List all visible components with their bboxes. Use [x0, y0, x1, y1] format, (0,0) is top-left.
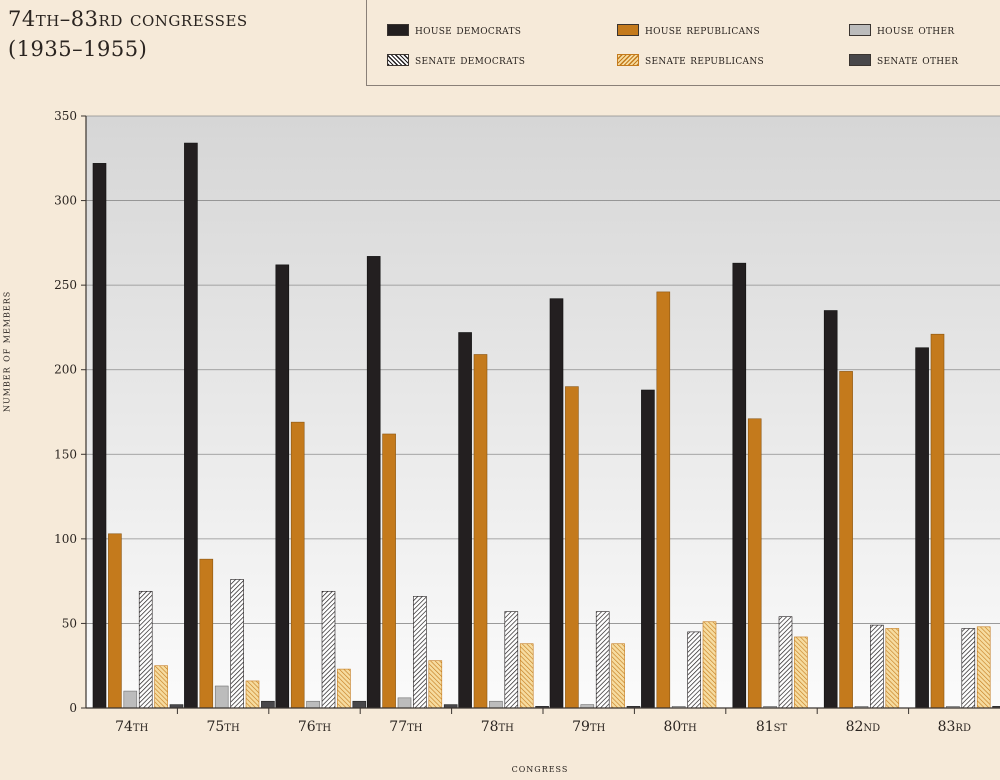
bar-house-democrats-77th — [366, 256, 381, 709]
x-tick-label: 76th — [298, 719, 331, 735]
bar-house-republicans-76th — [290, 421, 305, 709]
bar-senate-democrats-81st — [778, 616, 793, 709]
bar-senate-democrats-77th — [413, 596, 427, 709]
bar-senate-republicans-83rd — [976, 626, 991, 709]
plot-background — [86, 116, 1000, 708]
bar-house-democrats-76th — [275, 264, 290, 709]
bar-house-democrats-75th — [184, 142, 198, 709]
bar-house-republicans-83rd — [930, 333, 945, 709]
bar-senate-republicans-76th — [337, 668, 351, 709]
y-tick-label: 300 — [54, 194, 77, 208]
bar-senate-democrats-76th — [321, 590, 336, 709]
bar-house-other-75th — [214, 685, 229, 709]
legend-swatch-house-other — [849, 23, 871, 36]
legend-swatch-senate-democrats — [387, 53, 409, 66]
bar-house-republicans-82nd — [839, 371, 853, 709]
bar-house-democrats-83rd — [915, 347, 929, 709]
bar-senate-democrats-80th — [687, 631, 701, 709]
bar-senate-democrats-82nd — [870, 624, 884, 709]
legend-label: senate democrats — [415, 52, 526, 67]
legend-item-senate-other: senate other — [849, 52, 958, 67]
legend-swatch-senate-other — [849, 53, 871, 66]
bar-house-democrats-78th — [458, 332, 472, 709]
legend-item-senate-democrats: senate democrats — [387, 52, 525, 67]
legend-label: house democrats — [415, 22, 522, 37]
x-tick-label: 79th — [572, 719, 605, 735]
y-tick-label: 100 — [54, 532, 77, 546]
bar-house-republicans-78th — [473, 354, 488, 709]
legend-swatch-house-republicans — [617, 23, 639, 36]
y-tick-label: 250 — [54, 278, 77, 292]
bar-house-republicans-75th — [199, 558, 214, 709]
bar-house-democrats-79th — [549, 298, 564, 709]
bar-house-other-77th — [397, 697, 412, 709]
x-tick-label: 80th — [663, 719, 696, 735]
legend-label: senate other — [877, 52, 959, 67]
bar-house-republicans-79th — [565, 386, 579, 709]
bar-senate-democrats-78th — [504, 611, 519, 709]
x-tick-label: 82nd — [846, 719, 881, 735]
chart-title-line-1: 74th–83rd congresses — [8, 7, 248, 31]
x-axis-label: congress — [511, 762, 569, 775]
bar-senate-other-75th — [261, 700, 275, 709]
bars — [92, 142, 1000, 709]
bar-house-democrats-74th — [92, 163, 107, 709]
chart-title: 74th–83rd congresses (1935–1955) — [8, 4, 248, 64]
y-tick-label: 150 — [54, 447, 77, 461]
bar-senate-republicans-81st — [794, 636, 808, 709]
legend-label: house other — [877, 22, 955, 37]
bar-house-republicans-77th — [382, 433, 396, 709]
y-tick-label: 350 — [54, 109, 77, 123]
x-tick-label: 81st — [756, 719, 788, 735]
y-axis-label: number of members — [0, 290, 13, 412]
legend-item-senate-republicans: senate republicans — [617, 52, 764, 67]
bar-senate-republicans-80th — [702, 621, 717, 709]
bar-house-democrats-81st — [732, 262, 747, 709]
bar-house-republicans-74th — [108, 533, 122, 709]
bar-house-democrats-82nd — [823, 310, 838, 709]
legend-swatch-senate-republicans — [617, 53, 639, 66]
x-tick-label: 83rd — [938, 719, 971, 735]
legend-swatch-house-democrats — [387, 23, 409, 36]
y-tick-label: 50 — [62, 616, 77, 630]
bar-house-other-76th — [306, 700, 320, 709]
bar-senate-democrats-83rd — [961, 628, 976, 709]
bar-house-other-74th — [123, 690, 138, 709]
y-tick-label: 0 — [69, 701, 77, 715]
bar-senate-republicans-74th — [154, 665, 168, 709]
bar-senate-democrats-79th — [595, 611, 610, 709]
x-tick-label: 74th — [115, 719, 148, 735]
legend-label: senate republicans — [645, 52, 764, 67]
bar-senate-democrats-74th — [138, 590, 153, 709]
bar-house-republicans-81st — [747, 418, 762, 709]
bar-senate-democrats-75th — [230, 579, 244, 709]
bar-senate-republicans-79th — [611, 643, 625, 709]
legend-label: house republicans — [645, 22, 761, 37]
bar-senate-republicans-77th — [428, 660, 443, 709]
bar-senate-republicans-75th — [245, 680, 260, 709]
bar-senate-republicans-78th — [519, 643, 534, 709]
bar-senate-other-76th — [352, 700, 367, 709]
legend-item-house-other: house other — [849, 22, 954, 37]
legend-item-house-democrats: house democrats — [387, 22, 521, 37]
bar-senate-republicans-82nd — [885, 628, 900, 709]
chart-title-line-2: (1935–1955) — [8, 37, 148, 61]
x-tick-label: 75th — [206, 719, 239, 735]
bar-house-republicans-80th — [656, 291, 671, 709]
x-tick-label: 77th — [389, 719, 422, 735]
x-tick-label: 78th — [481, 719, 514, 735]
axes: 0 50 100 150 200 250 300 350 74th 75th 76th 77th 78t… — [54, 109, 1000, 735]
bar-house-other-78th — [489, 700, 503, 709]
y-tick-label: 200 — [54, 363, 77, 377]
legend: house democrats house republicans house … — [366, 0, 1000, 86]
bar-house-democrats-80th — [641, 389, 655, 709]
legend-item-house-republicans: house republicans — [617, 22, 760, 37]
